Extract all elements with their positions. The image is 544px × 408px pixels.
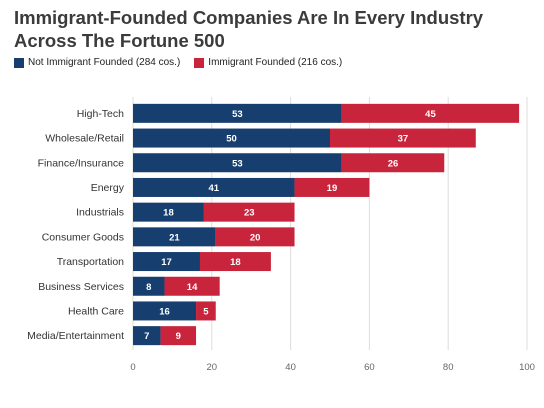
legend-swatch-not-immigrant (14, 57, 24, 68)
value-label-not-immigrant: 7 (144, 331, 149, 342)
category-label: Transportation (57, 256, 124, 268)
bar-immigrant (160, 326, 197, 346)
category-label: Wholesale/Retail (45, 133, 124, 145)
category-label: Energy (91, 182, 125, 194)
category-label: Business Services (38, 281, 124, 293)
value-label-not-immigrant: 18 (163, 208, 174, 219)
value-label-not-immigrant: 8 (146, 282, 151, 293)
value-label-not-immigrant: 41 (208, 183, 219, 194)
legend-item-not-immigrant: Not Immigrant Founded (284 cos.) (14, 57, 180, 68)
value-label-immigrant: 5 (203, 306, 209, 317)
legend-swatch-immigrant (194, 57, 205, 68)
value-label-not-immigrant: 21 (169, 232, 180, 243)
bar-not-immigrant (133, 326, 161, 346)
bar-not-immigrant (133, 227, 216, 247)
category-label: Health Care (68, 305, 124, 317)
value-label-not-immigrant: 53 (232, 109, 243, 120)
x-tick-label: 100 (519, 362, 535, 373)
bar-not-immigrant (133, 103, 342, 123)
x-tick-label: 0 (130, 362, 135, 373)
value-label-immigrant: 18 (230, 257, 241, 268)
legend-label-not-immigrant: Not Immigrant Founded (284 cos.) (28, 57, 181, 68)
bar-immigrant (330, 128, 476, 148)
x-tick-label: 20 (207, 362, 218, 373)
bar-not-immigrant (133, 128, 330, 148)
value-label-immigrant: 20 (250, 232, 261, 243)
value-label-not-immigrant: 17 (161, 257, 172, 268)
value-label-immigrant: 14 (187, 282, 198, 293)
category-label: High-Tech (77, 108, 124, 120)
value-label-not-immigrant: 53 (232, 158, 243, 169)
value-label-not-immigrant: 50 (226, 134, 237, 145)
bar-not-immigrant (133, 252, 200, 272)
bar-not-immigrant (133, 276, 165, 296)
bar-not-immigrant (133, 202, 204, 222)
bar-immigrant (215, 227, 295, 247)
value-label-immigrant: 45 (425, 109, 436, 120)
x-tick-label: 60 (364, 362, 375, 373)
chart-title: Immigrant-Founded Companies Are In Every… (14, 7, 484, 51)
bar-immigrant (341, 103, 520, 123)
legend-label-immigrant: Immigrant Founded (216 cos.) (208, 57, 343, 68)
bar-immigrant (341, 153, 445, 173)
bar-not-immigrant (133, 177, 295, 197)
bar-not-immigrant (133, 153, 342, 173)
legend-item-immigrant: Immigrant Founded (216 cos.) (194, 57, 342, 68)
bar-immigrant (199, 252, 271, 272)
x-tick-label: 80 (443, 362, 454, 373)
bar-not-immigrant (133, 301, 197, 321)
value-label-immigrant: 37 (398, 134, 409, 145)
category-label: Finance/Insurance (38, 157, 125, 169)
value-label-immigrant: 26 (388, 158, 399, 169)
x-tick-label: 40 (285, 362, 296, 373)
category-label: Industrials (76, 207, 124, 219)
value-label-immigrant: 19 (327, 183, 338, 194)
bar-immigrant (164, 276, 220, 296)
value-label-immigrant: 23 (244, 208, 255, 219)
legend: Not Immigrant Founded (284 cos.) Immigra… (14, 57, 356, 68)
category-label: Consumer Goods (42, 231, 124, 243)
bar-immigrant (196, 301, 216, 321)
bar-immigrant (294, 177, 370, 197)
value-label-immigrant: 9 (176, 331, 181, 342)
category-label: Media/Entertainment (27, 330, 124, 342)
value-label-not-immigrant: 16 (159, 306, 170, 317)
bar-immigrant (203, 202, 295, 222)
